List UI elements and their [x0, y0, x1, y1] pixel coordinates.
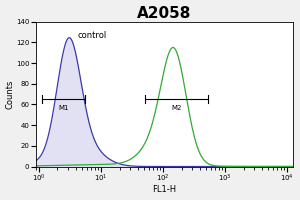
Text: control: control: [77, 31, 106, 40]
X-axis label: FL1-H: FL1-H: [152, 185, 176, 194]
Y-axis label: Counts: Counts: [6, 79, 15, 109]
Text: M1: M1: [58, 105, 69, 111]
Text: M2: M2: [171, 105, 182, 111]
Title: A2058: A2058: [137, 6, 192, 21]
